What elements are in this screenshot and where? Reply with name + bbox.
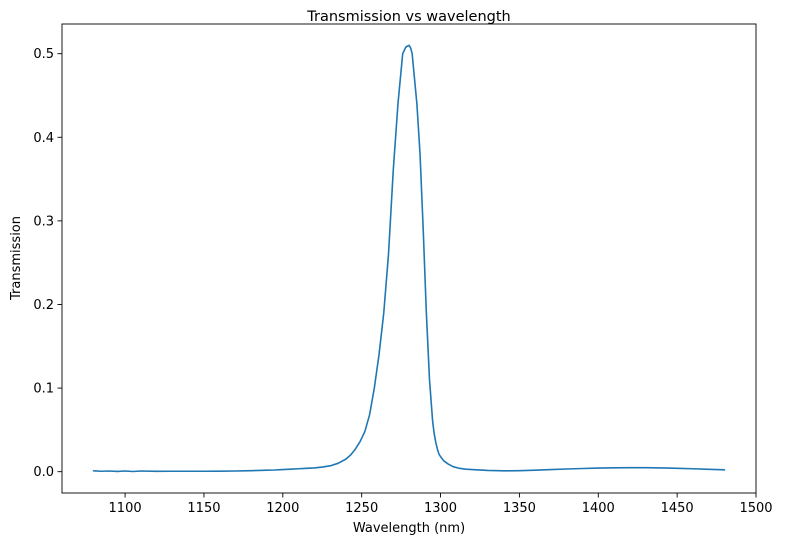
chart-title: Transmission vs wavelength: [306, 9, 511, 25]
plot-frame: [61, 23, 757, 494]
x-tick-label: 1150: [187, 501, 220, 516]
transmission-line: [92, 44, 726, 473]
y-axis-label: Transmission: [9, 216, 24, 301]
y-axis-ticks: 0.0 0.1 0.2 0.3 0.4 0.5: [33, 47, 62, 480]
x-tick-label: 1450: [661, 501, 694, 516]
x-tick-label: 1300: [424, 501, 457, 516]
x-axis-ticks: 1100 1150 1200 1250 1300 1350 1400 1450 1500: [109, 493, 773, 516]
y-tick-label: 0.4: [33, 131, 54, 146]
x-tick-label: 1400: [582, 501, 615, 516]
y-tick-label: 0.1: [33, 382, 54, 397]
x-tick-label: 1250: [345, 501, 378, 516]
x-axis-label: Wavelength (nm): [353, 521, 465, 536]
x-tick-label: 1500: [739, 501, 772, 516]
y-tick-label: 0.2: [33, 298, 54, 313]
x-tick-label: 1100: [109, 501, 142, 516]
x-tick-label: 1200: [266, 501, 299, 516]
y-tick-label: 0.0: [33, 465, 54, 480]
y-tick-label: 0.5: [33, 47, 54, 62]
y-tick-label: 0.3: [33, 214, 54, 229]
x-tick-label: 1350: [503, 501, 536, 516]
